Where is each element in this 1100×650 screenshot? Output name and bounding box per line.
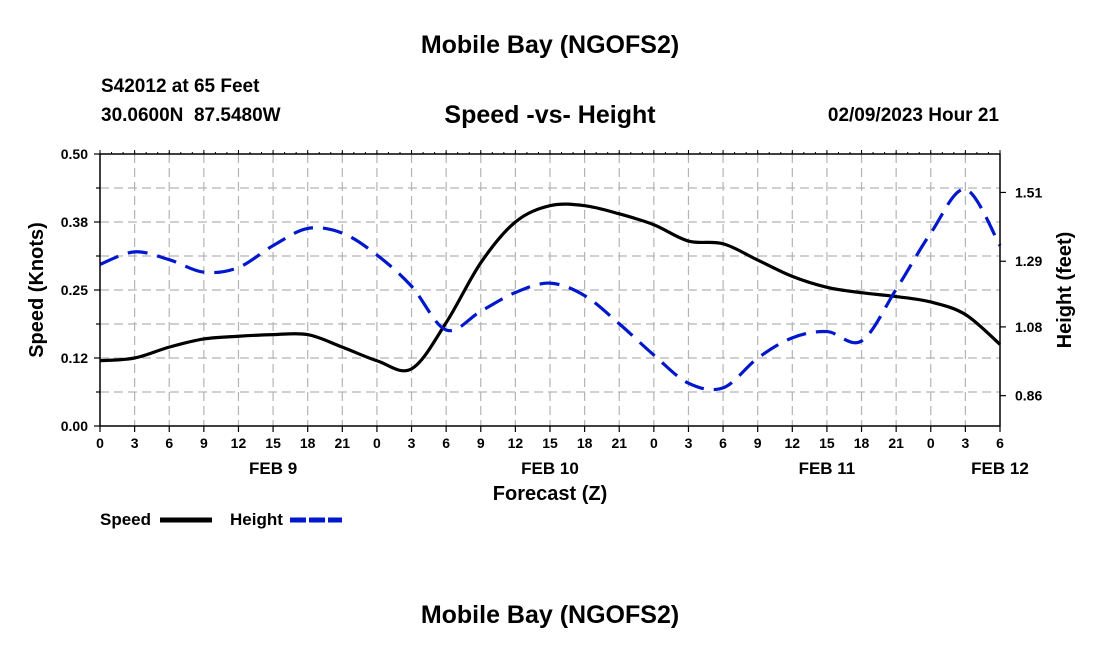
y2-tick-label: 0.86 — [1015, 388, 1042, 404]
x-tick-label: 6 — [442, 435, 450, 451]
x-tick-label: 18 — [300, 435, 316, 451]
day-label: FEB 10 — [521, 459, 579, 478]
x-tick-label: 6 — [165, 435, 173, 451]
x-tick-label: 21 — [335, 435, 351, 451]
series-lines — [99, 187, 1002, 392]
station-label: S42012 at 65 Feet — [101, 76, 260, 97]
axis-labels: 0 3 6 9 12 15 18 21 0 3 6 9 12 15 18 21 0 3 6 9 12 15 18 21 0 3 6 0… — [26, 146, 1076, 505]
x-tick-label: 15 — [819, 435, 835, 451]
x-tick-label: 0 — [373, 435, 381, 451]
y-tick-label: 0.50 — [61, 146, 88, 162]
x-tick-label: 3 — [131, 435, 139, 451]
x-tick-label: 12 — [785, 435, 801, 451]
y2-tick-label: 1.08 — [1015, 319, 1042, 335]
x-tick-label: 9 — [200, 435, 208, 451]
chart-subtitle: Speed -vs- Height — [444, 101, 656, 129]
x-tick-label: 6 — [719, 435, 727, 451]
x-tick-label: 21 — [611, 435, 627, 451]
y-tick-label: 0.38 — [61, 214, 88, 230]
y-tick-label: 0.25 — [61, 282, 88, 298]
x-tick-label: 0 — [96, 435, 104, 451]
chart-title: Mobile Bay (NGOFS2) — [420, 31, 680, 59]
x-tick-label: 18 — [577, 435, 593, 451]
x-axis-title: Forecast (Z) — [493, 483, 607, 505]
legend-label-speed: Speed — [100, 510, 151, 529]
x-tick-label: 12 — [508, 435, 524, 451]
x-tick-label: 21 — [888, 435, 904, 451]
y2-tick-label: 1.29 — [1015, 253, 1042, 269]
x-tick-label: 18 — [854, 435, 870, 451]
footer-title: Mobile Bay (NGOFS2) — [420, 601, 680, 629]
grid — [100, 154, 1000, 426]
coordinates-label: 30.0600N 87.5480W — [101, 105, 281, 126]
forecast-datetime: 02/09/2023 Hour 21 — [827, 105, 999, 126]
x-tick-label: 3 — [961, 435, 969, 451]
x-tick-label: 15 — [542, 435, 558, 451]
y-tick-label: 0.00 — [61, 418, 88, 434]
day-label: FEB 12 — [971, 459, 1029, 478]
y-tick-label: 0.12 — [61, 350, 88, 366]
x-tick-label: 0 — [650, 435, 658, 451]
series-line-height — [99, 187, 1002, 392]
x-tick-label: 3 — [408, 435, 416, 451]
x-tick-label: 6 — [996, 435, 1004, 451]
day-label: FEB 11 — [799, 459, 856, 478]
x-tick-label: 3 — [685, 435, 693, 451]
y-axis-title: Speed (Knots) — [26, 222, 48, 358]
x-tick-label: 0 — [927, 435, 935, 451]
legend-label-height: Height — [230, 510, 283, 529]
series-line-speed — [99, 202, 1002, 373]
x-tick-label: 12 — [231, 435, 247, 451]
day-label: FEB 9 — [249, 459, 297, 478]
x-tick-label: 15 — [265, 435, 281, 451]
y2-tick-label: 1.51 — [1015, 184, 1042, 200]
y2-axis-title: Height (feet) — [1054, 232, 1076, 349]
legend: Speed Height — [100, 510, 342, 529]
axis-ticks — [94, 150, 1006, 432]
x-tick-label: 9 — [754, 435, 762, 451]
x-tick-label: 9 — [477, 435, 485, 451]
